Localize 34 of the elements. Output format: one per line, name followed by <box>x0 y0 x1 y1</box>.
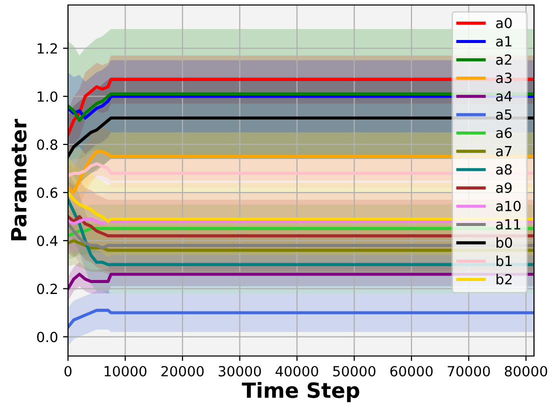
x-tick-label: 20000 <box>161 366 204 376</box>
legend-label: b0 <box>496 237 512 248</box>
y-axis-title: Parameter <box>11 118 27 240</box>
y-tick-label: 1.0 <box>38 91 58 102</box>
legend-label: b1 <box>496 255 512 266</box>
legend-label: a6 <box>496 128 512 138</box>
x-tick-label: 50000 <box>333 366 376 376</box>
x-tick-label: 70000 <box>448 366 490 376</box>
legend-label: a5 <box>496 109 512 120</box>
y-tick-label: 0.6 <box>37 187 58 198</box>
legend-label: a8 <box>496 164 512 175</box>
legend-label: b2 <box>496 274 512 284</box>
legend-label: a1 <box>496 36 512 47</box>
x-tick-label: 60000 <box>390 366 433 376</box>
x-tick-label: 40000 <box>276 366 318 376</box>
legend-label: a7 <box>496 146 512 156</box>
legend-label: a2 <box>496 54 512 65</box>
x-tick-label: 10000 <box>104 366 146 376</box>
legend-label: a0 <box>496 18 512 28</box>
x-axis-title: Time Step <box>242 382 360 402</box>
y-tick-label: 0.8 <box>37 139 58 150</box>
x-tick-label: 30000 <box>218 366 261 376</box>
y-tick-label: 1.2 <box>38 43 57 54</box>
legend-label: a4 <box>496 91 512 102</box>
y-tick-label: 0.0 <box>37 332 58 342</box>
legend-label: a11 <box>496 219 520 230</box>
x-tick-label: 0 <box>64 366 72 376</box>
legend-label: a10 <box>496 200 521 212</box>
x-tick-label: 80000 <box>504 366 548 376</box>
y-tick-label: 0.4 <box>37 236 58 246</box>
legend-label: a3 <box>496 72 512 84</box>
legend-label: a9 <box>496 182 512 193</box>
y-tick-label: 0.2 <box>37 284 57 294</box>
line-series <box>68 308 534 329</box>
